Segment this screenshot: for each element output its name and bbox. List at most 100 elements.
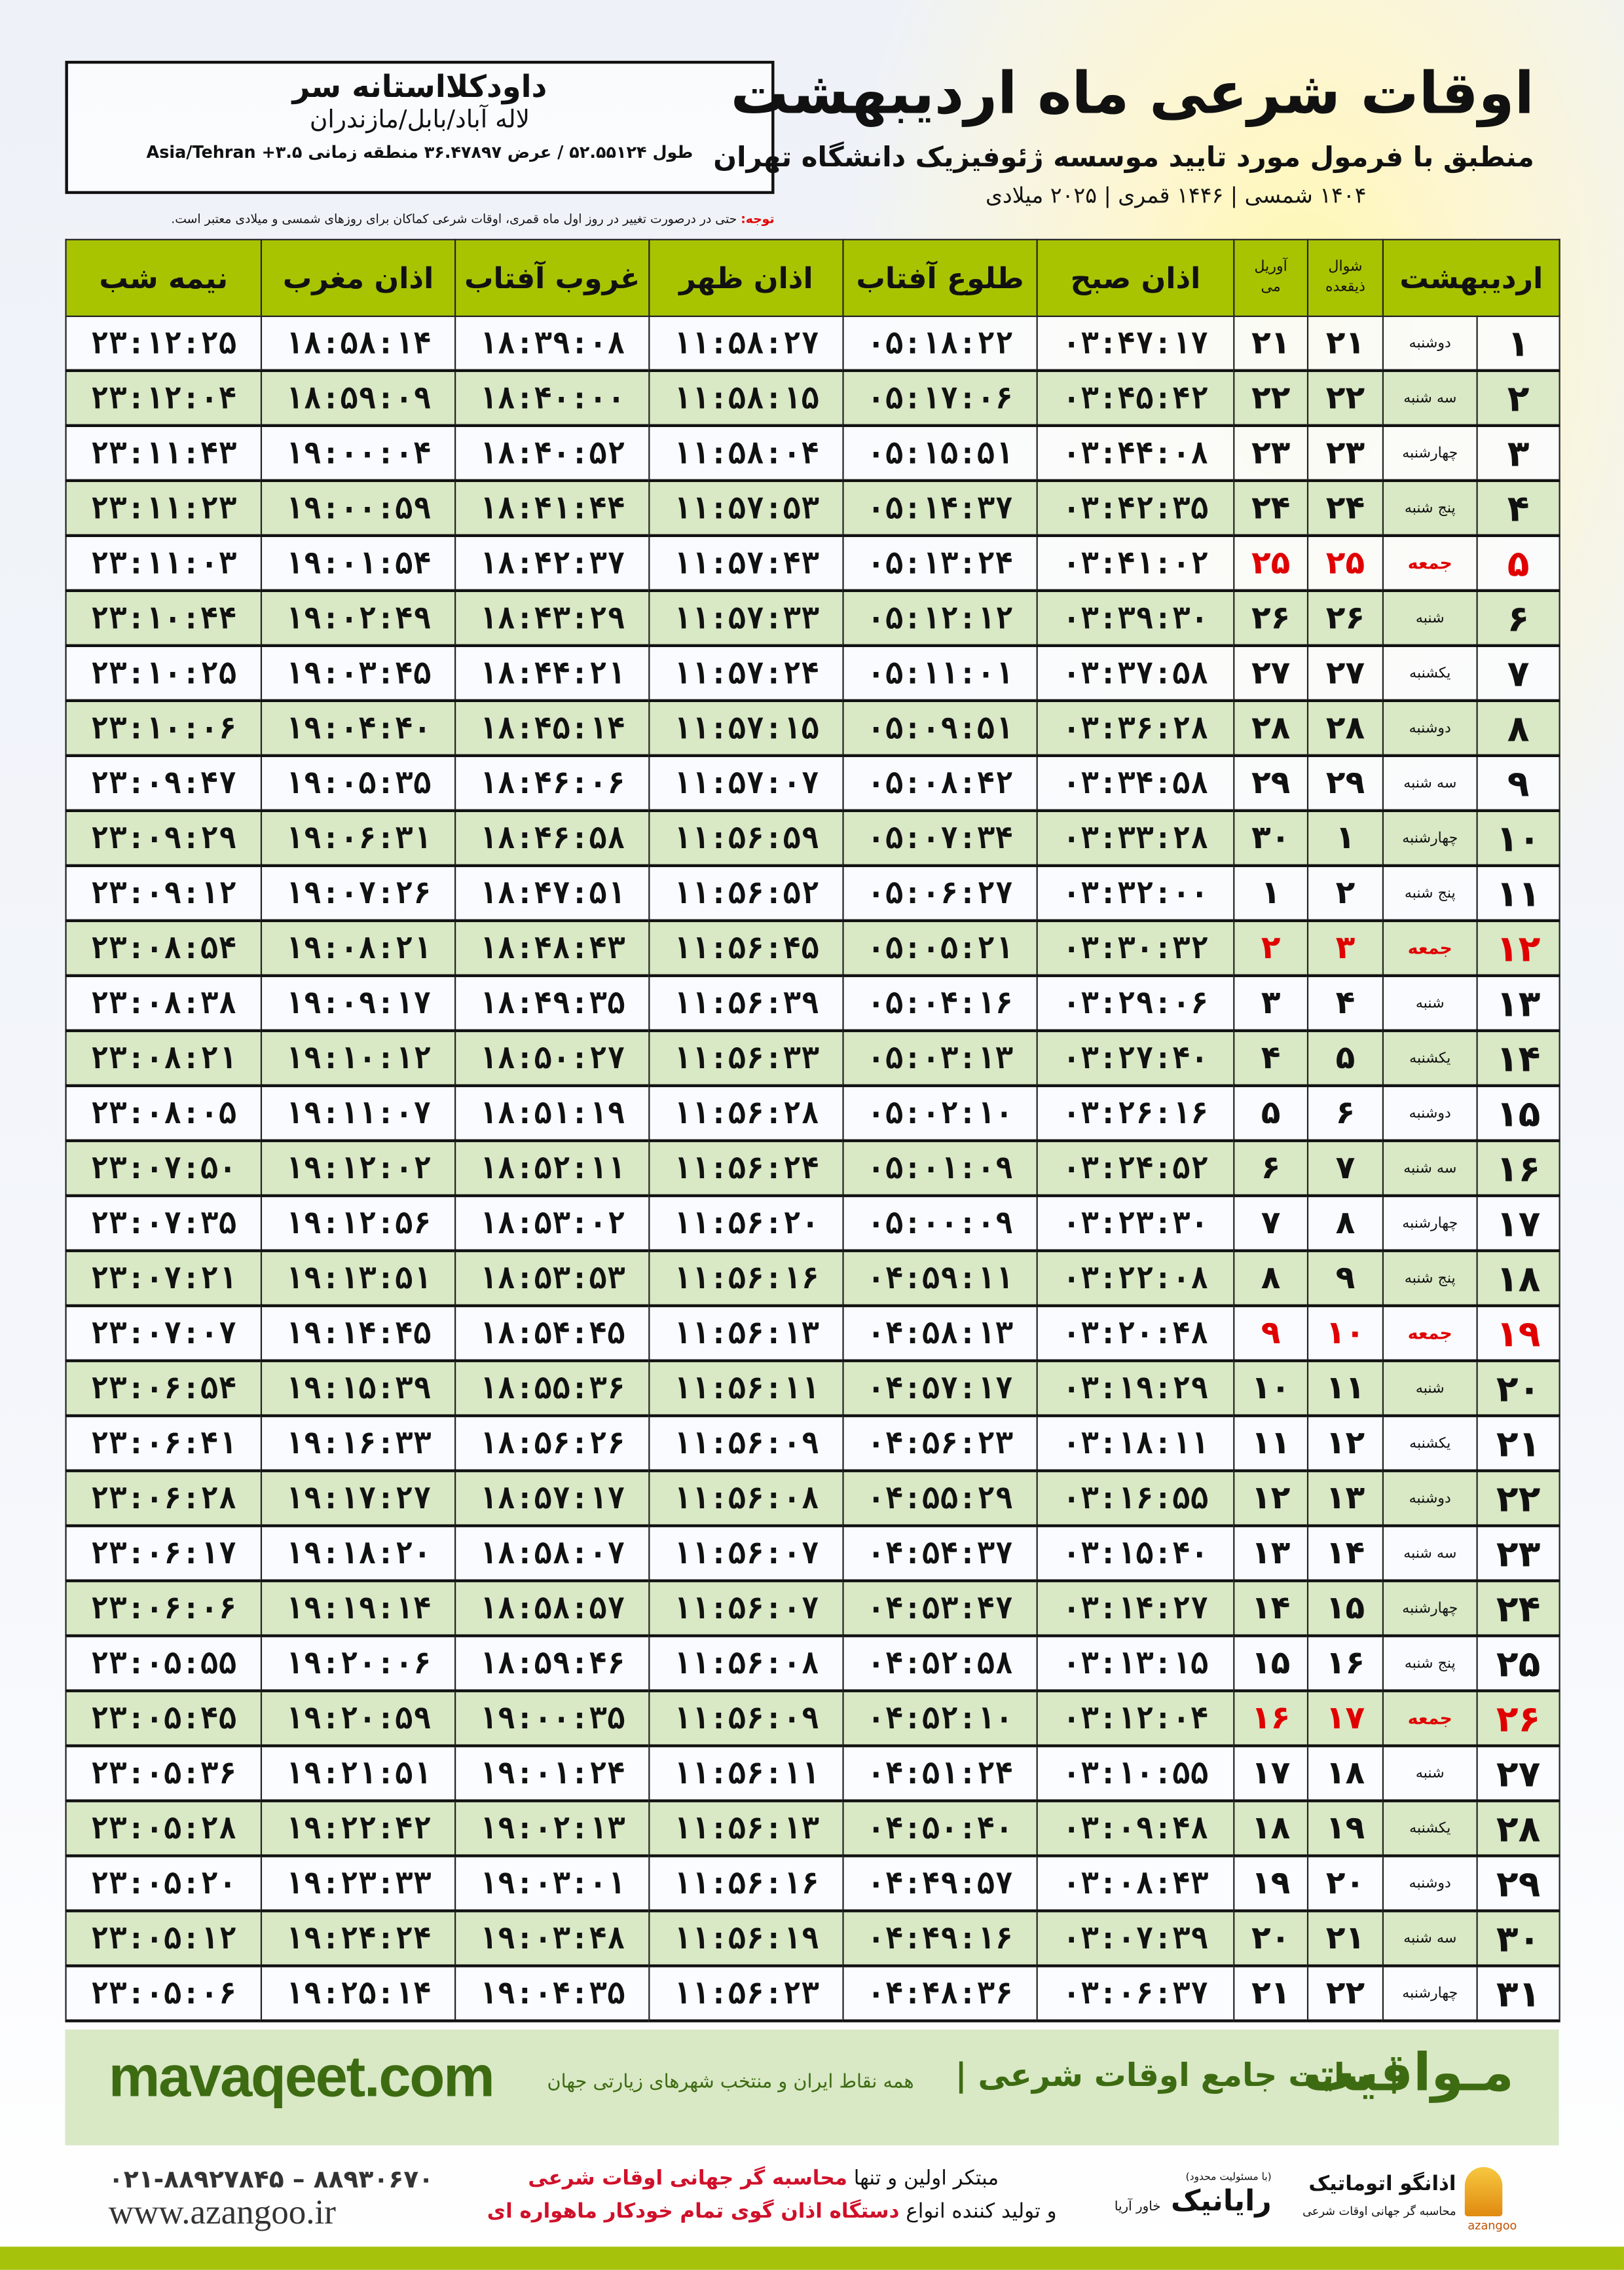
cell-midnight: ۲۳:۰۷:۳۵ — [65, 1195, 263, 1252]
cell-dhuhr: ۱۱:۵۶:۲۸ — [648, 1085, 844, 1142]
cell-maghrib: ۱۹:۰۰:۵۹ — [260, 479, 456, 538]
header-midnight: نیمه شب — [65, 238, 263, 318]
cell-hijri: ۲۱ — [1306, 1910, 1384, 1967]
banner-brand-logo: مـواقیت — [1302, 2043, 1514, 2104]
cell-day: ۲۷ — [1476, 1745, 1560, 1802]
cell-hijri: ۸ — [1306, 1195, 1384, 1252]
cell-dhuhr: ۱۱:۵۶:۰۷ — [648, 1525, 844, 1582]
cell-midnight: ۲۳:۰۶:۵۴ — [65, 1360, 263, 1417]
cell-midnight: ۲۳:۰۶:۰۶ — [65, 1580, 263, 1637]
cell-maghrib: ۱۹:۲۰:۵۹ — [260, 1690, 456, 1747]
cell-dhuhr: ۱۱:۵۸:۰۴ — [648, 424, 844, 483]
cell-maghrib: ۱۹:۱۴:۴۵ — [260, 1305, 456, 1362]
cell-greg: ۲۸ — [1233, 699, 1309, 757]
promo-2b: دستگاه اذان گوی تمام خودکار ماهواره ای — [487, 2200, 900, 2224]
cell-maghrib: ۱۹:۲۱:۵۱ — [260, 1745, 456, 1802]
cell-sunset: ۱۸:۴۵:۱۴ — [454, 699, 650, 757]
cell-sunrise: ۰۵:۰۷:۳۴ — [842, 809, 1038, 867]
cell-day: ۷ — [1476, 644, 1560, 702]
cell-sunset: ۱۸:۵۰:۲۷ — [454, 1030, 650, 1087]
cell-maghrib: ۱۹:۲۴:۲۴ — [260, 1910, 456, 1967]
cell-dhuhr: ۱۱:۵۷:۵۳ — [648, 479, 844, 538]
table-row: ۲۷ شنبه ۱۸ ۱۷ ۰۳:۱۰:۵۵ ۰۴:۵۱:۲۴ ۱۱:۵۶:۱۱ ۱۹:۰۱:… — [65, 1745, 1560, 1802]
bottom-bar — [0, 2246, 1624, 2270]
cell-sunset: ۱۹:۰۰:۳۵ — [454, 1690, 650, 1747]
cell-hijri: ۲۶ — [1306, 589, 1384, 648]
cell-weekday: یکشنبه — [1382, 1800, 1478, 1857]
banner-site-url[interactable]: mavaqeet.com — [108, 2045, 495, 2110]
banner-tagline: همه نقاط ایران و منتخب شهرهای زیارتی جها… — [547, 2071, 914, 2094]
cell-day: ۱۶ — [1476, 1140, 1560, 1197]
cell-sunrise: ۰۵:۱۲:۱۲ — [842, 589, 1038, 648]
cell-weekday: جمعه — [1382, 1690, 1478, 1747]
cell-midnight: ۲۳:۱۰:۰۶ — [65, 699, 263, 757]
cell-maghrib: ۱۹:۱۶:۳۳ — [260, 1415, 456, 1472]
cell-dhuhr: ۱۱:۵۷:۲۴ — [648, 644, 844, 702]
cell-dhuhr: ۱۱:۵۷:۰۷ — [648, 754, 844, 812]
cell-hijri: ۱ — [1306, 809, 1384, 867]
cell-greg: ۲۷ — [1233, 644, 1309, 702]
cell-greg: ۲۲ — [1233, 369, 1309, 428]
cell-dhuhr: ۱۱:۵۶:۱۶ — [648, 1855, 844, 1912]
cell-fajr: ۰۳:۱۹:۲۹ — [1036, 1360, 1235, 1417]
cell-dhuhr: ۱۱:۵۸:۲۷ — [648, 315, 844, 373]
cell-dhuhr: ۱۱:۵۶:۲۳ — [648, 1965, 844, 2022]
cell-hijri: ۱۷ — [1306, 1690, 1384, 1747]
cell-hijri: ۱۲ — [1306, 1415, 1384, 1472]
cell-weekday: جمعه — [1382, 920, 1478, 977]
cell-midnight: ۲۳:۱۱:۴۳ — [65, 424, 263, 483]
cell-dhuhr: ۱۱:۵۶:۳۳ — [648, 1030, 844, 1087]
cell-day: ۶ — [1476, 589, 1560, 648]
cell-midnight: ۲۳:۰۸:۵۴ — [65, 920, 263, 977]
footer-website[interactable]: www.azangoo.ir — [108, 2194, 336, 2233]
cell-hijri: ۱۵ — [1306, 1580, 1384, 1637]
cell-maghrib: ۱۹:۲۰:۰۶ — [260, 1635, 456, 1692]
cell-hijri: ۱۸ — [1306, 1745, 1384, 1802]
cell-dhuhr: ۱۱:۵۷:۱۵ — [648, 699, 844, 757]
cell-sunset: ۱۸:۴۶:۰۶ — [454, 754, 650, 812]
cell-hijri: ۲۳ — [1306, 424, 1384, 483]
cell-sunset: ۱۹:۰۱:۲۴ — [454, 1745, 650, 1802]
cell-greg: ۲۳ — [1233, 424, 1309, 483]
cell-sunset: ۱۸:۵۷:۱۷ — [454, 1470, 650, 1527]
cell-fajr: ۰۳:۲۶:۱۶ — [1036, 1085, 1235, 1142]
header-sunset: غروب آفتاب — [454, 238, 650, 318]
mosque-dome-icon — [1464, 2167, 1503, 2216]
cell-day: ۱۷ — [1476, 1195, 1560, 1252]
cell-day: ۲۲ — [1476, 1470, 1560, 1527]
cell-fajr: ۰۳:۰۷:۳۹ — [1036, 1910, 1235, 1967]
azangoo-logo: اذانگو اتوماتیک محاسبه گر جهانی اوقات شر… — [1285, 2164, 1560, 2233]
table-row: ۲۶ جمعه ۱۷ ۱۶ ۰۳:۱۲:۰۴ ۰۴:۵۲:۱۰ ۱۱:۵۶:۰۹ ۱۹:۰۰:… — [65, 1690, 1560, 1747]
cell-weekday: جمعه — [1382, 534, 1478, 593]
cell-day: ۲۳ — [1476, 1525, 1560, 1582]
cell-fajr: ۰۳:۴۲:۳۵ — [1036, 479, 1235, 538]
cell-dhuhr: ۱۱:۵۶:۰۹ — [648, 1415, 844, 1472]
cell-greg: ۳۰ — [1233, 809, 1309, 867]
mavaqeet-banner — [65, 2029, 1559, 2146]
cell-dhuhr: ۱۱:۵۶:۱۳ — [648, 1800, 844, 1857]
cell-day: ۱ — [1476, 315, 1560, 373]
cell-greg: ۱۴ — [1233, 1580, 1309, 1637]
cell-sunrise: ۰۵:۰۴:۱۶ — [842, 975, 1038, 1032]
azangoo-en: azangoo — [1467, 2219, 1517, 2233]
cell-maghrib: ۱۹:۰۷:۲۶ — [260, 865, 456, 922]
cell-day: ۱۹ — [1476, 1305, 1560, 1362]
cell-hijri: ۲۱ — [1306, 315, 1384, 373]
cell-dhuhr: ۱۱:۵۶:۰۹ — [648, 1690, 844, 1747]
cell-sunset: ۱۸:۳۹:۰۸ — [454, 315, 650, 373]
table-row: ۹ سه شنبه ۲۹ ۲۹ ۰۳:۳۴:۵۸ ۰۵:۰۸:۴۲ ۱۱:۵۷:۰۷ ۱۸:۴… — [65, 754, 1560, 812]
cell-sunset: ۱۸:۵۳:۵۳ — [454, 1250, 650, 1307]
cell-weekday: چهارشنبه — [1382, 1195, 1478, 1252]
table-row: ۳۱ چهارشنبه ۲۲ ۲۱ ۰۳:۰۶:۳۷ ۰۴:۴۸:۳۶ ۱۱:۵۶:۲۳ ۱۹… — [65, 1965, 1560, 2022]
cell-midnight: ۲۳:۰۹:۲۹ — [65, 809, 263, 867]
cell-greg: ۱۰ — [1233, 1360, 1309, 1417]
cell-fajr: ۰۳:۴۴:۰۸ — [1036, 424, 1235, 483]
cell-dhuhr: ۱۱:۵۶:۱۹ — [648, 1910, 844, 1967]
header-greg: آوریل می — [1233, 238, 1309, 318]
cell-sunrise: ۰۵:۰۱:۰۹ — [842, 1140, 1038, 1197]
cell-midnight: ۲۳:۰۵:۱۲ — [65, 1910, 263, 1967]
cell-dhuhr: ۱۱:۵۶:۲۴ — [648, 1140, 844, 1197]
cell-day: ۲ — [1476, 369, 1560, 428]
cell-sunrise: ۰۴:۴۹:۵۷ — [842, 1855, 1038, 1912]
